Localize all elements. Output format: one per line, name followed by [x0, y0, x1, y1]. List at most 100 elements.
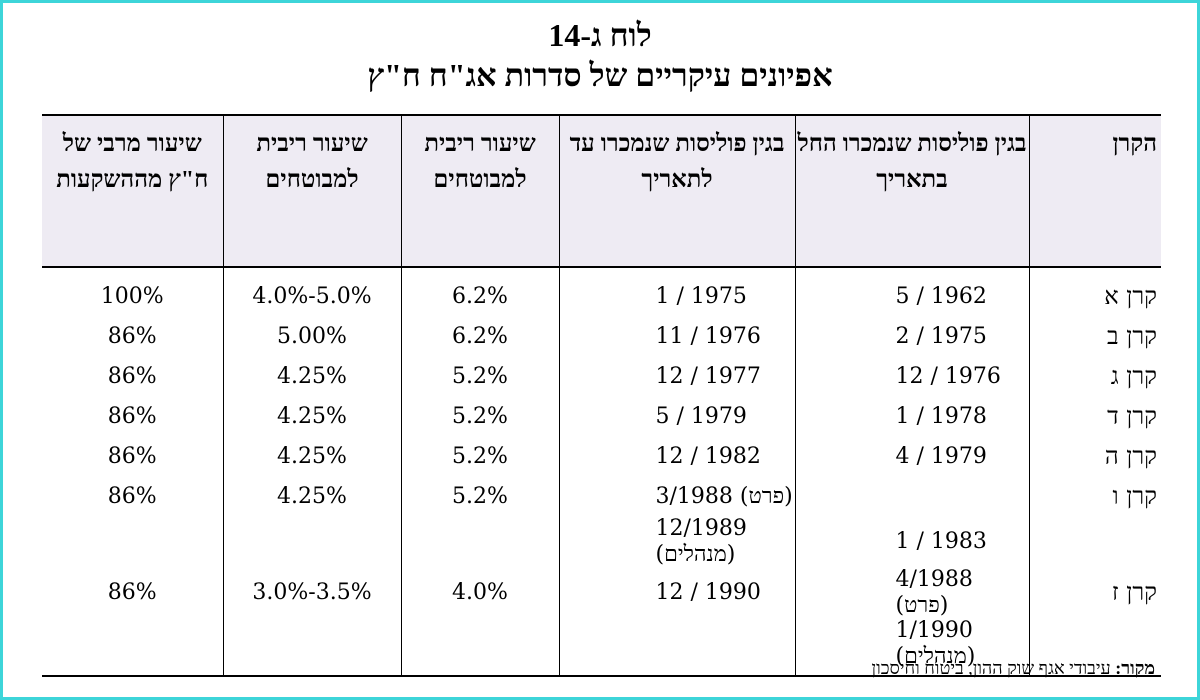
cell-sold-until: 12 / 1982 [558, 436, 795, 476]
table-row: קרן ז 4/1988 (פרט) 12 / 1990 4.0% 3.5%-3.0% 8… [42, 567, 1161, 618]
table-row: קרן ד 1 / 1978 5 / 1979 5.2% 4.25% 86% [42, 396, 1161, 436]
cell-fund: קרן ב [1028, 316, 1161, 356]
cell-max-rate [42, 516, 223, 567]
cell-rate-insured-2-value: 4.25% [277, 443, 347, 469]
cell-rate-insured-1 [400, 516, 559, 567]
cell-rate-insured-1: 6.2% [400, 267, 559, 316]
cell-rate-insured-1: 6.2% [400, 316, 559, 356]
table-row: 1/1990 (מנהלים) [42, 618, 1161, 677]
cell-rate-insured-2: 5.00% [222, 316, 401, 356]
cell-sold-from: 1/1990 (מנהלים) [794, 618, 1029, 677]
cell-fund: קרן א [1028, 267, 1161, 316]
cell-fund: קרן ה [1028, 436, 1161, 476]
cell-sold-until-value: 3/1988 (פרט) [655, 484, 793, 509]
cell-max-rate [42, 618, 223, 677]
cell-max-rate: 86% [42, 316, 223, 356]
cell-sold-from: 1 / 1978 [794, 396, 1029, 436]
cell-rate-insured-1: 5.2% [400, 396, 559, 436]
cell-sold-from: 4 / 1979 [794, 436, 1029, 476]
header-fund: הקרן [1028, 114, 1161, 268]
cell-rate-insured-2 [222, 516, 401, 567]
cell-max-rate: 86% [42, 436, 223, 476]
cell-sold-until: 12 / 1977 [558, 356, 795, 396]
cell-rate-insured-1-value: 4.0% [452, 580, 508, 605]
cell-fund: קרן ד [1028, 396, 1161, 436]
cell-max-rate-value: 86% [107, 403, 157, 429]
header-rate-insured-2: שיעור ריבית למבוטחים [222, 114, 401, 268]
cell-rate-insured-2-value: 5.0%-4.0% [252, 283, 372, 309]
bonds-table: הקרן בגין פוליסות שנמכרו החל בתאריך בגין… [42, 114, 1161, 677]
cell-sold-until: 1 / 1975 [558, 267, 795, 316]
cell-fund: קרן ז [1028, 567, 1161, 618]
cell-rate-insured-1: 5.2% [400, 356, 559, 396]
cell-sold-from-value: 5 / 1962 [895, 283, 987, 309]
header-sold-until: בגין פוליסות שנמכרו עד לתאריך [558, 114, 795, 268]
cell-fund-value: קרן ו [1112, 481, 1157, 510]
cell-sold-from-value: 1/1990 (מנהלים) [895, 618, 976, 669]
cell-sold-until: 11 / 1976 [558, 316, 795, 356]
cell-fund-value: קרן ג [1110, 361, 1157, 390]
header-sold-from: בגין פוליסות שנמכרו החל בתאריך [794, 114, 1029, 268]
cell-rate-insured-2-value: 3.5%-3.0% [252, 580, 372, 605]
cell-rate-insured-2-value: 4.25% [277, 403, 347, 429]
cell-rate-insured-2: 5.0%-4.0% [222, 267, 401, 316]
table-row: קרן א 5 / 1962 1 / 1975 6.2% 5.0%-4.0% 100% [42, 267, 1161, 316]
cell-sold-from: 2 / 1975 [794, 316, 1029, 356]
table-number-title: לוח ג-14 [548, 17, 652, 53]
cell-fund: קרן ו [1028, 476, 1161, 516]
cell-rate-insured-2-value: 5.00% [277, 323, 347, 349]
cell-sold-until: 5 / 1979 [558, 396, 795, 436]
cell-rate-insured-2: 3.5%-3.0% [222, 567, 401, 618]
cell-max-rate-value: 100% [100, 283, 164, 309]
source-note: מקור: עיבודי אגף שוק ההון, ביטוח וחיסכון [872, 658, 1156, 679]
cell-sold-until-value: 12 / 1977 [655, 363, 761, 389]
cell-max-rate-value: 86% [107, 323, 157, 349]
cell-max-rate: 86% [42, 396, 223, 436]
table-row: קרן ו 3/1988 (פרט) 5.2% 4.25% 86% [42, 476, 1161, 516]
cell-sold-until: 3/1988 (פרט) [558, 476, 795, 516]
cell-sold-from: 5 / 1962 [794, 267, 1029, 316]
cell-fund-value: קרן ה [1104, 441, 1157, 470]
cell-sold-from: 4/1988 (פרט) [794, 567, 1029, 618]
cell-max-rate-value: 86% [107, 483, 157, 509]
table-header-row: הקרן בגין פוליסות שנמכרו החל בתאריך בגין… [42, 114, 1161, 268]
cell-max-rate: 86% [42, 356, 223, 396]
source-text: עיבודי אגף שוק ההון, ביטוח וחיסכון [871, 658, 1111, 678]
cell-sold-from-value: 12 / 1976 [895, 363, 1001, 389]
table-title: אפיונים עיקריים של סדרות אג"ח ח"ץ [367, 57, 833, 93]
cell-fund-value: קרן ד [1107, 401, 1157, 430]
cell-rate-insured-2: 4.25% [222, 356, 401, 396]
cell-sold-until-value: 1 / 1975 [655, 283, 747, 309]
cell-sold-from-value: 1 / 1978 [895, 403, 987, 429]
cell-rate-insured-2 [222, 618, 401, 677]
cell-sold-from: 1 / 1983 [794, 516, 1029, 567]
cell-sold-from-value: 4/1988 (פרט) [895, 567, 973, 618]
table-row: קרן ה 4 / 1979 12 / 1982 5.2% 4.25% 86% [42, 436, 1161, 476]
cell-rate-insured-1-value: 6.2% [452, 283, 508, 309]
cell-rate-insured-2: 4.25% [222, 436, 401, 476]
cell-rate-insured-2: 4.25% [222, 396, 401, 436]
cell-fund: קרן ג [1028, 356, 1161, 396]
cell-sold-until-value: 5 / 1979 [655, 403, 747, 429]
cell-rate-insured-1: 5.2% [400, 436, 559, 476]
cell-sold-from [794, 476, 1029, 516]
cell-rate-insured-1: 5.2% [400, 476, 559, 516]
cell-fund [1028, 516, 1161, 567]
cell-rate-insured-1-value: 5.2% [452, 443, 508, 469]
cell-fund-value: קרן א [1104, 281, 1157, 310]
source-label: מקור: [1115, 658, 1155, 678]
cell-rate-insured-1: 4.0% [400, 567, 559, 618]
cell-fund-value: קרן ז [1111, 578, 1157, 606]
cell-max-rate: 100% [42, 267, 223, 316]
header-rate-insured-1: שיעור ריבית למבוטחים [400, 114, 559, 268]
cell-fund [1028, 618, 1161, 677]
table-row: קרן ב 2 / 1975 11 / 1976 6.2% 5.00% 86% [42, 316, 1161, 356]
cell-rate-insured-1-value: 6.2% [452, 323, 508, 349]
cell-rate-insured-1 [400, 618, 559, 677]
cell-max-rate-value: 86% [107, 580, 157, 605]
cell-sold-from-value: 1 / 1983 [895, 529, 987, 554]
cell-sold-until [558, 618, 795, 677]
cell-sold-until-value: 12 / 1982 [655, 443, 761, 469]
cell-sold-from-value: 4 / 1979 [895, 443, 987, 469]
cell-rate-insured-2-value: 4.25% [277, 483, 347, 509]
